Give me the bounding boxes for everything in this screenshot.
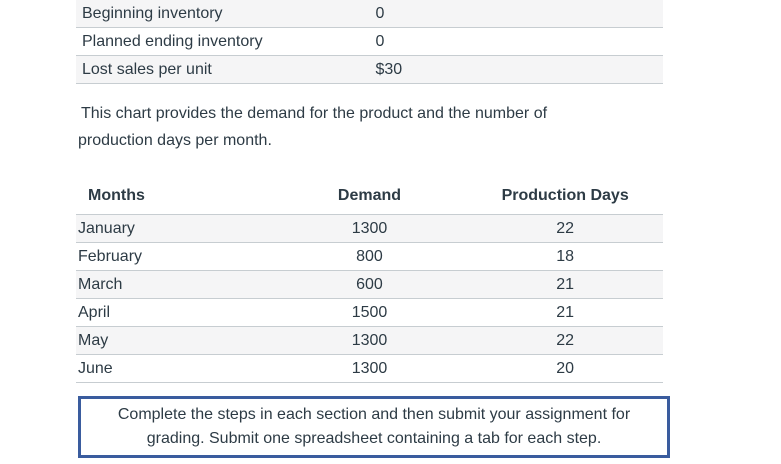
month-cell: June bbox=[78, 360, 113, 377]
production-days-cell: 21 bbox=[556, 276, 575, 293]
demand-cell: 1500 bbox=[351, 304, 388, 321]
submission-notice-box: Complete the steps in each section and t… bbox=[78, 396, 670, 458]
table-row: February 800 18 bbox=[76, 243, 663, 271]
submission-notice-text: Complete the steps in each section and t… bbox=[117, 406, 631, 447]
production-days-cell: 21 bbox=[556, 304, 575, 321]
demand-cell: 600 bbox=[356, 276, 383, 293]
intro-paragraph: This chart provides the demand for the p… bbox=[78, 105, 548, 149]
month-cell: May bbox=[78, 332, 109, 349]
parameter-value: 0 bbox=[375, 33, 385, 50]
production-days-cell: 18 bbox=[556, 248, 575, 265]
production-days-cell: 20 bbox=[556, 360, 575, 377]
production-days-cell: 22 bbox=[556, 332, 575, 349]
demand-cell: 1300 bbox=[351, 332, 388, 349]
table-row: March 600 21 bbox=[76, 270, 663, 299]
month-cell: February bbox=[78, 248, 143, 265]
column-header-months: Months bbox=[76, 182, 272, 215]
parameter-value: 0 bbox=[375, 5, 385, 22]
table-row: April 1500 21 bbox=[76, 299, 663, 327]
production-days-cell: 22 bbox=[556, 220, 575, 237]
parameter-label: Lost sales per unit bbox=[82, 61, 212, 78]
demand-cell: 1300 bbox=[351, 360, 388, 377]
inventory-parameters-table: Beginning inventory 0 Planned ending inv… bbox=[76, 0, 663, 84]
parameter-value: $30 bbox=[375, 61, 403, 78]
parameter-label: Beginning inventory bbox=[82, 5, 223, 22]
month-cell: March bbox=[78, 276, 123, 293]
assignment-content: Beginning inventory 0 Planned ending inv… bbox=[76, 0, 670, 458]
column-header-production-days: Production Days bbox=[467, 182, 663, 215]
table-row: January 1300 22 bbox=[76, 214, 663, 243]
month-cell: April bbox=[78, 304, 111, 321]
table-row: Planned ending inventory 0 bbox=[76, 28, 663, 56]
table-row: Lost sales per unit $30 bbox=[76, 55, 663, 84]
demand-schedule-table: Months Demand Production Days January 13… bbox=[76, 182, 663, 383]
table-row: Beginning inventory 0 bbox=[76, 0, 663, 28]
parameter-label: Planned ending inventory bbox=[82, 33, 263, 50]
table-row: May 1300 22 bbox=[76, 326, 663, 355]
table-header-row: Months Demand Production Days bbox=[76, 182, 663, 215]
table-row: June 1300 20 bbox=[76, 355, 663, 383]
demand-cell: 800 bbox=[356, 248, 383, 265]
month-cell: January bbox=[78, 220, 135, 237]
demand-cell: 1300 bbox=[351, 220, 388, 237]
column-header-demand: Demand bbox=[271, 182, 468, 215]
